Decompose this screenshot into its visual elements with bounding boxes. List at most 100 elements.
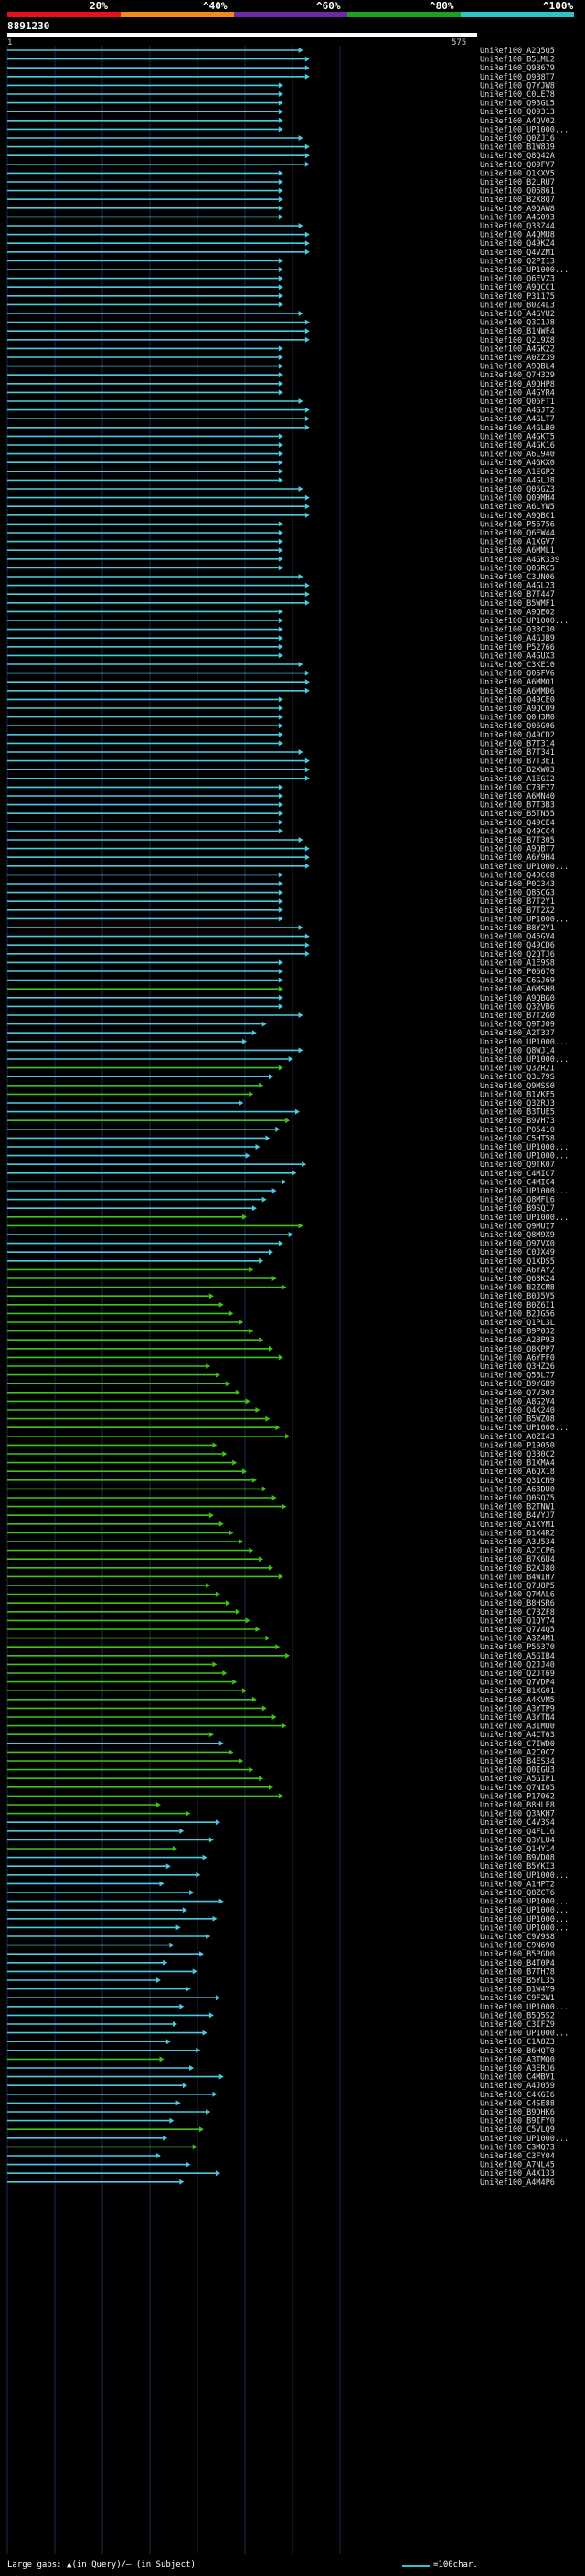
hit-id-label[interactable]: UniRef100_UP1000... <box>480 2135 569 2144</box>
hit-id-label[interactable]: UniRef100_A4GLJ8 <box>480 476 555 485</box>
hit-id-label[interactable]: UniRef100_Q68K24 <box>480 1275 555 1284</box>
hit-id-label[interactable]: UniRef100_A4GL23 <box>480 582 555 591</box>
hit-id-label[interactable]: UniRef100_Q31CN9 <box>480 1477 555 1486</box>
hit-id-label[interactable]: UniRef100_UP1000... <box>480 2003 569 2012</box>
hit-id-label[interactable]: UniRef100_Q8WJ14 <box>480 1046 555 1055</box>
hit-id-label[interactable]: UniRef100_A3TMQ0 <box>480 2055 555 2064</box>
hit-id-label[interactable]: UniRef100_Q49CC4 <box>480 827 555 836</box>
hit-id-label[interactable]: UniRef100_B1W839 <box>480 143 555 153</box>
hit-id-label[interactable]: UniRef100_Q3C1J8 <box>480 319 555 328</box>
hit-id-label[interactable]: UniRef100_B2ZCM8 <box>480 1284 555 1293</box>
hit-id-label[interactable]: UniRef100_A9QBC1 <box>480 512 555 521</box>
hit-id-label[interactable]: UniRef100_A6MML1 <box>480 546 555 556</box>
hit-id-label[interactable]: UniRef100_Q32VB6 <box>480 1002 555 1012</box>
hit-id-label[interactable]: UniRef100_C3KE10 <box>480 661 555 670</box>
hit-id-label[interactable]: UniRef100_A3ERJ6 <box>480 2064 555 2073</box>
hit-id-label[interactable]: UniRef100_A6MMD6 <box>480 687 555 696</box>
hit-id-label[interactable]: UniRef100_B5YKI3 <box>480 1862 555 1871</box>
hit-id-label[interactable]: UniRef100_Q8MFL6 <box>480 1196 555 1205</box>
hit-id-label[interactable]: UniRef100_A4X133 <box>480 2169 555 2178</box>
hit-id-label[interactable]: UniRef100_UP1000... <box>480 1055 569 1065</box>
hit-id-label[interactable]: UniRef100_A4GKX0 <box>480 459 555 468</box>
hit-id-label[interactable]: UniRef100_A4QMU8 <box>480 231 555 240</box>
hit-id-label[interactable]: UniRef100_A4GYR4 <box>480 388 555 398</box>
hit-id-label[interactable]: UniRef100_B9YGB9 <box>480 1380 555 1389</box>
hit-id-label[interactable]: UniRef100_A9QBL4 <box>480 363 555 372</box>
hit-id-label[interactable]: UniRef100_Q93GL5 <box>480 100 555 109</box>
hit-id-label[interactable]: UniRef100_A3U534 <box>480 1538 555 1547</box>
hit-id-label[interactable]: UniRef100_Q49KZ4 <box>480 239 555 249</box>
hit-id-label[interactable]: UniRef100_C4MIC7 <box>480 1170 555 1179</box>
hit-id-label[interactable]: UniRef100_A1HPT2 <box>480 1880 555 1889</box>
hit-id-label[interactable]: UniRef100_A9QBG0 <box>480 994 555 1003</box>
hit-id-label[interactable]: UniRef100_Q49CD2 <box>480 731 555 740</box>
hit-id-label[interactable]: UniRef100_B5TN55 <box>480 810 555 819</box>
hit-id-label[interactable]: UniRef100_Q3B0C2 <box>480 1450 555 1459</box>
hit-id-label[interactable]: UniRef100_P52766 <box>480 643 555 652</box>
hit-id-label[interactable]: UniRef100_Q7V4Q5 <box>480 1626 555 1635</box>
hit-id-label[interactable]: UniRef100_Q7H329 <box>480 371 555 380</box>
hit-id-label[interactable]: UniRef100_B8Y2Y1 <box>480 924 555 933</box>
hit-id-label[interactable]: UniRef100_Q7VDP4 <box>480 1679 555 1688</box>
hit-id-label[interactable]: UniRef100_B9VD08 <box>480 1854 555 1863</box>
hit-id-label[interactable]: UniRef100_UP1000... <box>480 617 569 626</box>
hit-id-label[interactable]: UniRef100_A7NL45 <box>480 2161 555 2170</box>
hit-id-label[interactable]: UniRef100_A1E9S8 <box>480 959 555 968</box>
hit-id-label[interactable]: UniRef100_Q06GZ3 <box>480 485 555 494</box>
hit-id-label[interactable]: UniRef100_A9QCC1 <box>480 283 555 292</box>
hit-id-label[interactable]: UniRef100_Q06861 <box>480 187 555 196</box>
hit-id-label[interactable]: UniRef100_A1EGI2 <box>480 775 555 784</box>
hit-id-label[interactable]: UniRef100_B7T2Y1 <box>480 897 555 906</box>
hit-id-label[interactable]: UniRef100_P56756 <box>480 520 555 529</box>
hit-id-label[interactable]: UniRef100_A6MMO1 <box>480 678 555 687</box>
hit-id-label[interactable]: UniRef100_Q85CG3 <box>480 889 555 898</box>
hit-id-label[interactable]: UniRef100_A6YAY2 <box>480 1266 555 1275</box>
hit-id-label[interactable]: UniRef100_UP1000... <box>480 2030 569 2039</box>
hit-id-label[interactable]: UniRef100_A0ZI43 <box>480 1433 555 1442</box>
hit-id-label[interactable]: UniRef100_A2CCP6 <box>480 1547 555 1556</box>
hit-id-label[interactable]: UniRef100_C9N690 <box>480 1942 555 1951</box>
hit-id-label[interactable]: UniRef100_Q7U8P5 <box>480 1582 555 1591</box>
hit-id-label[interactable]: UniRef100_Q2L9X8 <box>480 336 555 345</box>
hit-id-label[interactable]: UniRef100_B4T0P4 <box>480 1959 555 1968</box>
hit-id-label[interactable]: UniRef100_A8G2V4 <box>480 1397 555 1406</box>
hit-id-label[interactable]: UniRef100_UP1000... <box>480 1143 569 1152</box>
hit-id-label[interactable]: UniRef100_C9V9S8 <box>480 1933 555 1942</box>
hit-id-label[interactable]: UniRef100_P31175 <box>480 292 555 302</box>
hit-id-label[interactable]: UniRef100_A3Z4M1 <box>480 1635 555 1644</box>
hit-id-label[interactable]: UniRef100_Q09MH4 <box>480 494 555 504</box>
hit-id-label[interactable]: UniRef100_A4GYU2 <box>480 310 555 319</box>
hit-id-label[interactable]: UniRef100_C7IWD0 <box>480 1740 555 1749</box>
hit-id-label[interactable]: UniRef100_B1NWF4 <box>480 327 555 336</box>
hit-id-label[interactable]: UniRef100_A2T337 <box>480 1029 555 1038</box>
hit-id-label[interactable]: UniRef100_Q1QY74 <box>480 1617 555 1626</box>
hit-id-label[interactable]: UniRef100_B9VH73 <box>480 1117 555 1126</box>
hit-id-label[interactable]: UniRef100_C3IFZ9 <box>480 2020 555 2030</box>
hit-id-label[interactable]: UniRef100_Q1PL3L <box>480 1319 555 1328</box>
hit-id-label[interactable]: UniRef100_A4GUX3 <box>480 652 555 661</box>
hit-id-label[interactable]: UniRef100_C9F2W1 <box>480 1994 555 2003</box>
hit-id-label[interactable]: UniRef100_P0C343 <box>480 880 555 889</box>
hit-id-label[interactable]: UniRef100_Q2PI13 <box>480 257 555 266</box>
hit-id-label[interactable]: UniRef100_C3MQ73 <box>480 2143 555 2152</box>
hit-id-label[interactable]: UniRef100_P06670 <box>480 968 555 977</box>
hit-id-label[interactable]: UniRef100_Q9TK07 <box>480 1161 555 1170</box>
hit-id-label[interactable]: UniRef100_Q09FV7 <box>480 161 555 170</box>
hit-id-label[interactable]: UniRef100_Q2JT69 <box>480 1670 555 1679</box>
hit-id-label[interactable]: UniRef100_A5GIB4 <box>480 1652 555 1661</box>
hit-id-label[interactable]: UniRef100_Q97VX0 <box>480 1240 555 1249</box>
hit-id-label[interactable]: UniRef100_A6Y9H4 <box>480 853 555 863</box>
hit-id-label[interactable]: UniRef100_Q49CE0 <box>480 695 555 705</box>
hit-id-label[interactable]: UniRef100_Q5BL77 <box>480 1372 555 1381</box>
hit-id-label[interactable]: UniRef100_C7BZF8 <box>480 1608 555 1617</box>
hit-id-label[interactable]: UniRef100_B0Z4L3 <box>480 301 555 310</box>
hit-id-label[interactable]: UniRef100_Q3YLU4 <box>480 1836 555 1845</box>
hit-id-label[interactable]: UniRef100_B5WMF1 <box>480 599 555 609</box>
hit-id-label[interactable]: UniRef100_B2XW03 <box>480 766 555 775</box>
hit-id-label[interactable]: UniRef100_B7T447 <box>480 590 555 599</box>
hit-id-label[interactable]: UniRef100_B3TUE5 <box>480 1108 555 1118</box>
hit-id-label[interactable]: UniRef100_Q8Q42A <box>480 152 555 161</box>
hit-id-label[interactable]: UniRef100_Q6EW44 <box>480 529 555 538</box>
hit-id-label[interactable]: UniRef100_Q9MUI7 <box>480 1222 555 1231</box>
hit-id-label[interactable]: UniRef100_Q8ZCT6 <box>480 1889 555 1898</box>
